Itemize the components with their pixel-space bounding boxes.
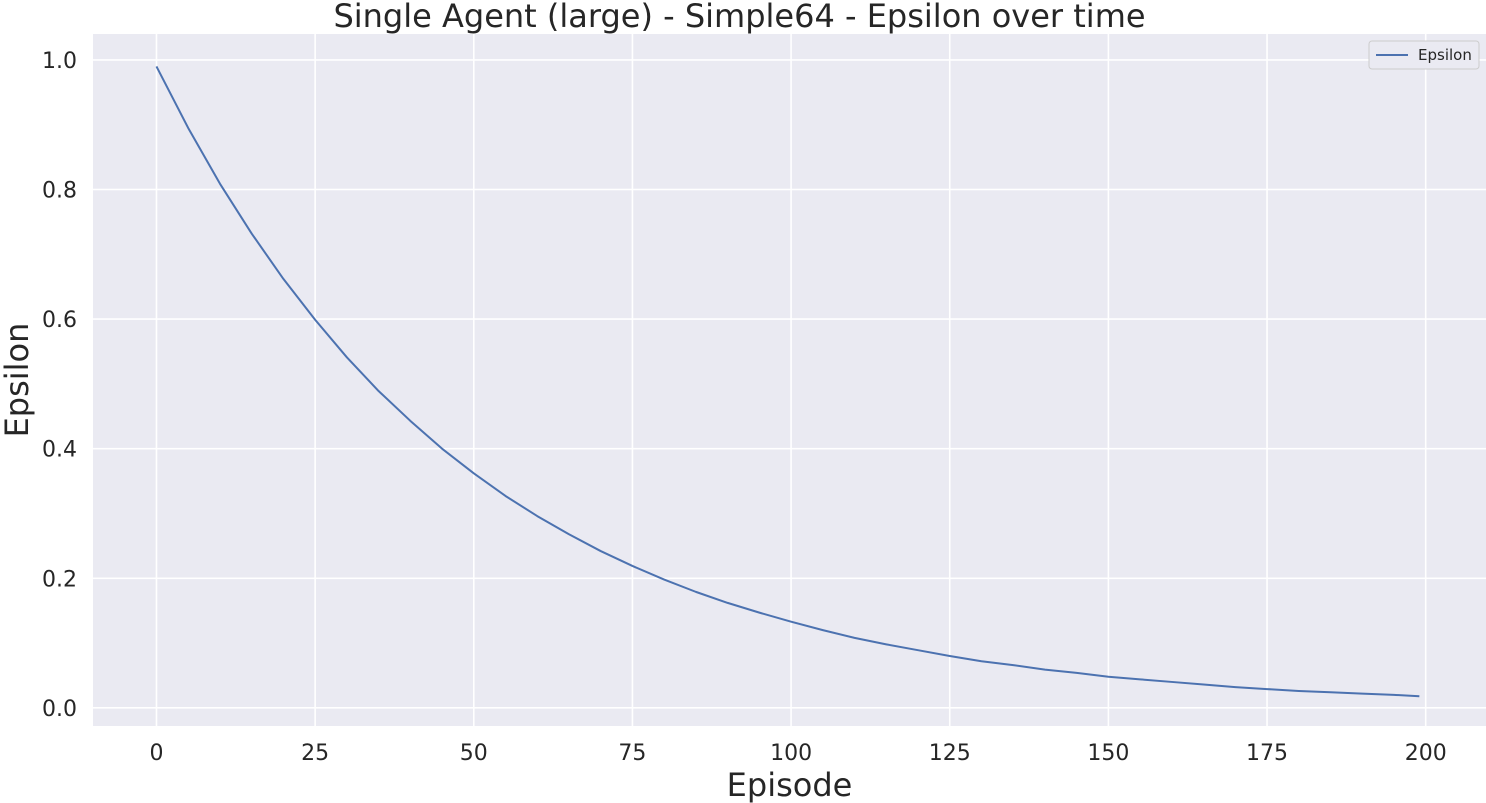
y-tick-label: 0.0 (42, 697, 77, 722)
x-tick-label: 175 (1246, 741, 1288, 766)
series-layer (155, 65, 1420, 698)
x-tick-label: 50 (460, 741, 488, 766)
y-axis-label: Epsilon (0, 323, 36, 438)
x-tick-label: 0 (149, 741, 163, 766)
legend-box (1368, 40, 1480, 70)
x-tick-label: 200 (1405, 741, 1447, 766)
x-tick-label: 150 (1087, 741, 1129, 766)
y-tick-label: 0.8 (42, 179, 77, 204)
y-tick-label: 1.0 (42, 49, 77, 74)
x-tick-label: 100 (770, 741, 812, 766)
plot-area (93, 34, 1486, 726)
legend-label-epsilon: Epsilon (1418, 46, 1472, 64)
x-tick-label: 125 (929, 741, 971, 766)
legend: Epsilon (1368, 40, 1480, 70)
tick-labels: 0 25 50 75 100 125 150 175 200 0.0 0.2 0.4 0.6 0.8 1.0 (42, 49, 1447, 766)
x-tick-label: 75 (618, 741, 646, 766)
x-tick-label: 25 (301, 741, 329, 766)
x-axis-label: Episode (727, 766, 853, 803)
series-line-epsilon (155, 65, 1420, 698)
y-tick-label: 0.2 (42, 567, 77, 592)
chart-title: Single Agent (large) - Simple64 - Epsilo… (333, 0, 1145, 35)
y-tick-label: 0.6 (42, 308, 77, 333)
grid (93, 34, 1486, 726)
y-tick-label: 0.4 (42, 438, 77, 463)
